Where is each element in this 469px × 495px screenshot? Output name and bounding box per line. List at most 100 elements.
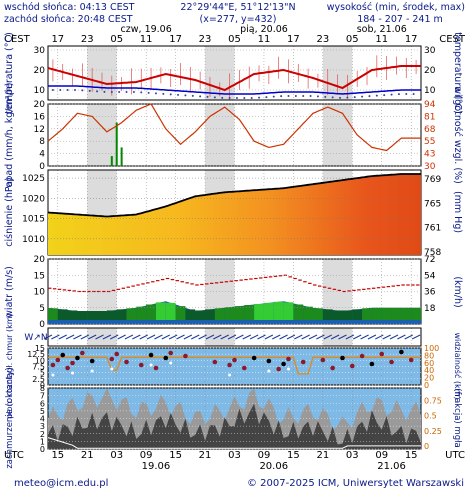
y-tick-label-right: 55 <box>424 137 435 147</box>
y-tick-label-right: 20 <box>424 374 434 383</box>
dewpoint-dot <box>118 91 121 93</box>
precip-ylabel: opad (mm/h, kg/m²/h) <box>4 83 15 188</box>
wind-speed-block <box>273 301 284 320</box>
cloud-base-dot <box>408 357 414 363</box>
bottom-hour-label: 09 <box>258 450 271 461</box>
dewpoint-dot <box>368 95 371 98</box>
dewpoint-dot <box>147 91 150 94</box>
cloud-base-dot <box>369 361 375 367</box>
dewpoint-dot <box>346 96 349 99</box>
dewpoint-dot <box>140 91 143 94</box>
cloud-base-dot <box>320 357 326 363</box>
y-tick-label-right: 80 <box>424 351 434 360</box>
wind-direction-arrow <box>367 334 377 340</box>
cloud-base-dot <box>276 366 281 372</box>
top-timezone: CEST <box>4 34 31 45</box>
y-tick-label: 10 <box>34 288 46 298</box>
wind-direction-arrow <box>308 334 318 340</box>
cloud-base-dot <box>75 355 80 361</box>
top-hour-label: 17 <box>51 34 64 45</box>
visibility-line <box>48 356 421 375</box>
dewpoint-dot <box>125 91 128 93</box>
grid-text: (x=277, y=432) <box>200 14 277 25</box>
cloud-base-dot <box>109 356 115 362</box>
dewpoint-dot <box>81 89 84 92</box>
wind-speed-block <box>244 305 255 320</box>
wind-ylabel: wiatr (m/s) <box>4 266 15 318</box>
fog-line <box>47 437 421 449</box>
night-band <box>322 328 353 346</box>
cloud-base-dot <box>330 365 335 371</box>
cloud-base-dot <box>286 356 291 362</box>
bottom-timezone: UTC <box>4 450 24 461</box>
dewpoint-dot <box>243 97 246 99</box>
dewpoint-dot <box>390 93 393 96</box>
y-tick-label-right: 54 <box>424 271 436 281</box>
wind-direction-arrow <box>139 334 148 340</box>
cloud-base-dot <box>251 355 257 361</box>
dewpoint-dot <box>383 94 386 97</box>
top-day-label: pią, 20.06 <box>240 24 288 35</box>
cloud-base-dot <box>70 360 75 366</box>
cloud-base-dot <box>379 351 385 357</box>
bottom-hour-label: 03 <box>110 450 123 461</box>
wind-speed-block <box>371 307 382 320</box>
y-tick-label: 6 <box>40 399 45 408</box>
y-tick-label: 1010 <box>22 235 45 245</box>
wind-ylabel-right: (km/h) <box>452 276 463 307</box>
wind-direction-arrow <box>51 334 60 340</box>
bottom-day-label: 21.06 <box>377 461 406 472</box>
wind-speed-block <box>352 309 363 320</box>
dewpoint-dot <box>206 95 209 98</box>
wind-speed-block <box>303 306 314 320</box>
humidity-line <box>47 103 421 152</box>
wind-speed-block <box>342 310 353 320</box>
wind-speed-block <box>381 307 392 320</box>
dewpoint-dot <box>339 96 342 99</box>
dewpoint-dot <box>110 91 113 93</box>
top-hour-label: 05 <box>228 34 241 45</box>
wind-speed-block <box>205 309 215 320</box>
temperature-ylabel-right: temperatura (°C) <box>452 32 463 114</box>
y-tick-label: 1015 <box>22 215 45 225</box>
dewpoint-dot <box>294 95 297 97</box>
cloud-top-dot <box>110 367 114 371</box>
dewpoint-dot <box>184 94 187 97</box>
panel-0: 10 10 20 20 30 30 temperatura (°C) temperatura … <box>4 32 463 114</box>
bottom-day-label: 19.06 <box>142 461 171 472</box>
dewpoint-dot <box>228 97 231 99</box>
y-tick-label-right: 40 <box>424 366 434 375</box>
wind-speed-block <box>116 309 127 320</box>
y-tick-label: 1 <box>40 437 45 446</box>
wind-direction-arrow <box>168 334 178 340</box>
y-tick-label: 10 <box>35 356 45 365</box>
top-hour-label: 17 <box>287 34 300 45</box>
y-tick-label-right: 100 <box>424 344 439 353</box>
wind-direction-arrow <box>146 334 156 340</box>
top-hour-label: 11 <box>258 34 271 45</box>
wind-direction-arrow <box>264 334 274 340</box>
dewpoint-dot <box>73 89 76 91</box>
dewpoint-dot <box>258 96 261 99</box>
temperature-ylabel: temperatura (°C) <box>4 32 15 114</box>
wind-direction-arrow <box>271 334 281 340</box>
wind-speed-block <box>146 304 156 320</box>
y-tick-label: 30 <box>34 46 46 56</box>
cloud-low-area <box>48 403 421 449</box>
dewpoint-dot <box>59 89 62 91</box>
cloud-base-dot <box>138 362 144 368</box>
wind-direction-arrow <box>110 334 119 340</box>
footer-email[interactable]: meteo@icm.edu.pl <box>14 478 108 489</box>
wind-direction-arrow <box>301 334 310 340</box>
wind-speed-block <box>401 307 412 320</box>
panel-4: W↗N <box>24 327 422 347</box>
wind-direction-arrow <box>279 334 288 340</box>
cloud-top-dot <box>90 369 94 373</box>
y-tick-label: 2.5 <box>32 375 45 384</box>
wind-direction-arrow <box>382 334 391 340</box>
y-tick-label-right: 18 <box>424 304 436 314</box>
wind-direction-arrow <box>132 334 141 340</box>
y-tick-label: 0 <box>39 320 45 330</box>
cloud-base-dot <box>266 358 272 364</box>
